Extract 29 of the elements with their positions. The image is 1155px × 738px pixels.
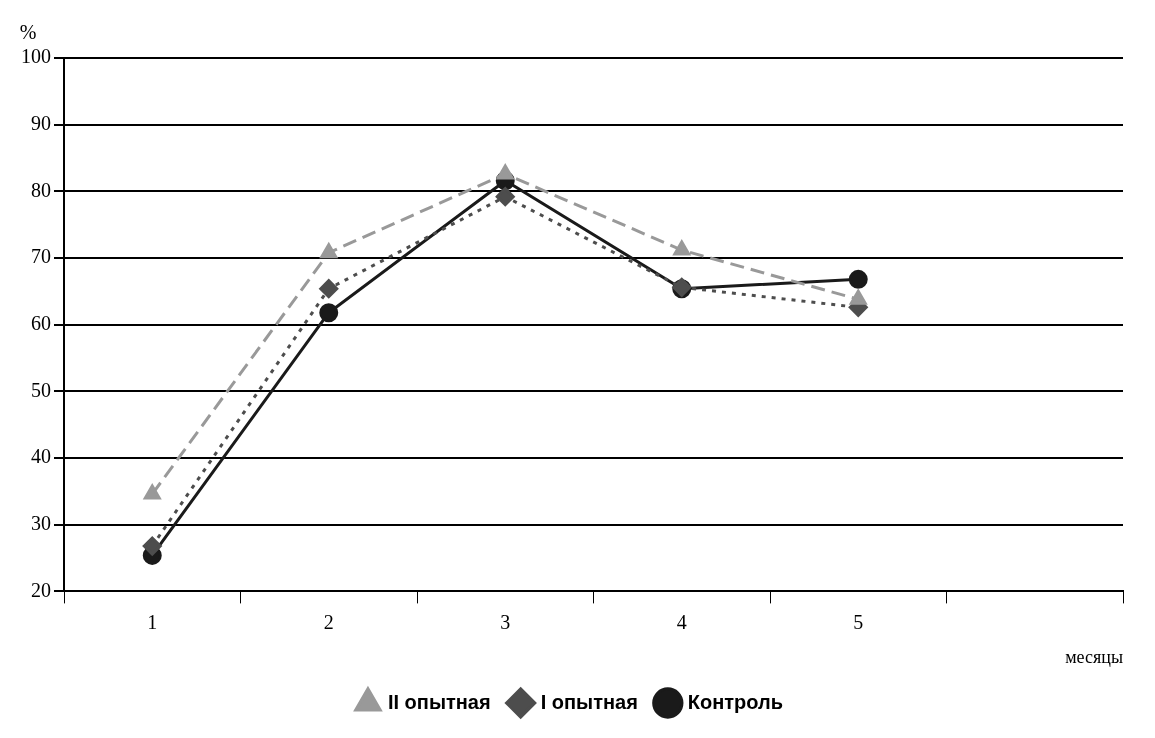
- point: [849, 289, 867, 305]
- point: [319, 303, 339, 323]
- point: [848, 269, 868, 289]
- y-tick-label: 90: [31, 111, 51, 134]
- y-tick-label: 40: [31, 445, 51, 468]
- x-axis-title: месяцы: [1065, 646, 1123, 667]
- legend-label: Контроль: [687, 690, 784, 713]
- x-tick-label: 5: [853, 610, 864, 633]
- point: [320, 243, 338, 259]
- point: [143, 484, 161, 500]
- point: [495, 187, 515, 207]
- x-tick-label: 4: [676, 610, 687, 633]
- y-tick-label: 50: [31, 378, 51, 401]
- y-tick-label: 60: [31, 311, 51, 334]
- x-tick-label: 2: [323, 610, 334, 633]
- y-tick-label: 80: [31, 178, 51, 201]
- legend-label: I опытная: [540, 690, 638, 713]
- x-tick-label: 1: [147, 610, 158, 633]
- y-tick-label: 30: [31, 511, 51, 534]
- point: [319, 279, 339, 299]
- point: [673, 240, 691, 256]
- legend-label: II опытная: [387, 690, 491, 713]
- x-tick-label: 3: [500, 610, 511, 633]
- point: [496, 164, 514, 180]
- y-tick-label: 100: [21, 45, 51, 68]
- point: [142, 536, 162, 556]
- y-tick-label: 70: [31, 245, 51, 268]
- y-axis-title: %: [19, 21, 37, 44]
- y-tick-label: 20: [31, 578, 51, 601]
